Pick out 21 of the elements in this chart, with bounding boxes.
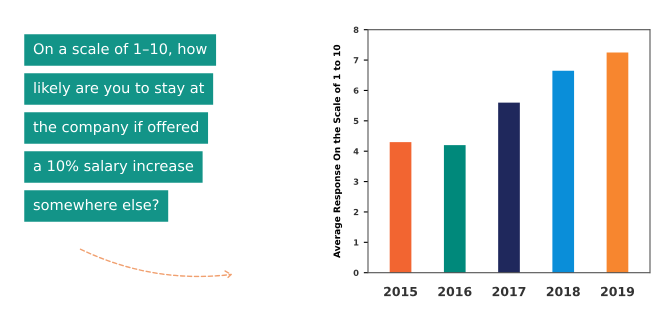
y-tick-label: 5 xyxy=(354,118,358,124)
bar xyxy=(606,52,628,273)
y-tick-label: 8 xyxy=(354,26,358,33)
bar xyxy=(498,102,520,273)
x-tick-label: 2015 xyxy=(384,286,418,296)
x-tick-label: 2018 xyxy=(546,286,580,296)
y-tick-label: 1 xyxy=(354,239,358,246)
y-tick-label: 0 xyxy=(354,270,359,276)
y-tick-label: 3 xyxy=(354,178,358,185)
x-tick-label: 2017 xyxy=(492,286,526,296)
bar xyxy=(552,70,574,273)
x-tick-label: 2019 xyxy=(601,286,634,296)
y-tick-label: 2 xyxy=(354,208,358,216)
chart-title: On a scale of 1–10, how likely are you to stay at the company if offered a 10% salary increase somewhere else? xyxy=(33,42,207,210)
y-tick-label: 4 xyxy=(354,148,359,154)
x-tick-label: 2016 xyxy=(438,286,472,296)
bar xyxy=(444,145,466,273)
bar xyxy=(390,142,412,273)
y-tick-label: 6 xyxy=(354,87,359,94)
y-tick-label: 7 xyxy=(354,57,358,64)
y-axis-title: Average Response On the Scale of 1 to 10 xyxy=(333,44,342,258)
